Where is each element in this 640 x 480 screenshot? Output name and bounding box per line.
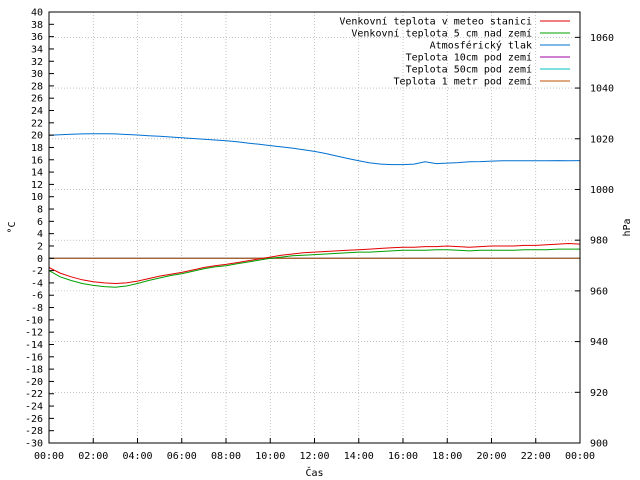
y-right-axis-label: hPa — [622, 218, 633, 236]
y-left-tick-label: 2 — [37, 241, 43, 252]
x-tick-label: 18:00 — [432, 451, 462, 462]
y-left-tick-label: 0 — [37, 254, 43, 265]
y-right-tick-label: 940 — [590, 337, 608, 348]
x-tick-label: 10:00 — [255, 451, 285, 462]
y-left-tick-label: -8 — [31, 303, 43, 314]
y-left-tick-label: -30 — [25, 439, 43, 450]
y-left-axis-label: °C — [7, 221, 18, 233]
x-tick-label: 06:00 — [167, 451, 197, 462]
x-tick-label: 20:00 — [476, 451, 506, 462]
y-left-tick-label: 26 — [31, 94, 43, 105]
legend-label: Venkovní teplota 5 cm nad zemí — [351, 28, 532, 40]
series-line — [48, 133, 581, 166]
y-right-tick-label: 980 — [590, 236, 608, 247]
x-tick-label: 08:00 — [211, 451, 241, 462]
x-tick-label: 00:00 — [565, 451, 595, 462]
legend-label: Teplota 50cm pod zemí — [406, 64, 532, 76]
y-left-tick-label: 14 — [31, 168, 43, 179]
series-lines — [48, 133, 581, 288]
y-left-tick-label: -12 — [25, 328, 43, 339]
y-left-tick-label: 34 — [31, 44, 43, 55]
legend: Venkovní teplota v meteo staniciVenkovní… — [339, 16, 570, 88]
legend-label: Venkovní teplota v meteo stanici — [339, 16, 532, 28]
x-tick-label: 02:00 — [78, 451, 108, 462]
x-axis-label: Čas — [305, 466, 323, 479]
y-left-tick-label: 16 — [31, 155, 43, 166]
y-right-tick-label: 960 — [590, 286, 608, 297]
y-left-tick-label: 30 — [31, 69, 43, 80]
legend-label: Teplota 10cm pod zemí — [406, 52, 532, 64]
y-left-tick-label: 22 — [31, 118, 43, 129]
x-tick-label: 12:00 — [299, 451, 329, 462]
y-left-tick-label: -6 — [31, 291, 43, 302]
y-left-tick-label: 12 — [31, 180, 43, 191]
y-left-tick-label: -24 — [25, 402, 43, 413]
y-left-tick-label: 40 — [31, 8, 43, 19]
y-left-tick-label: 6 — [37, 217, 43, 228]
x-tick-label: 22:00 — [521, 451, 551, 462]
series-line — [48, 242, 581, 285]
y-right-tick-label: 1020 — [590, 134, 614, 145]
y-left-tick-label: 24 — [31, 106, 43, 117]
x-tick-label: 04:00 — [122, 451, 152, 462]
legend-label: Teplota 1 metr pod zemí — [394, 76, 532, 88]
x-tick-label: 00:00 — [34, 451, 64, 462]
y-left-tick-label: 32 — [31, 57, 43, 68]
y-left-tick-label: -18 — [25, 365, 43, 376]
y-left-tick-label: 4 — [37, 229, 43, 240]
y-left-tick-label: 20 — [31, 131, 43, 142]
y-left-tick-label: -20 — [25, 377, 43, 388]
y-right-tick-label: 1060 — [590, 33, 614, 44]
y-left-tick-label: -22 — [25, 389, 43, 400]
y-left-tick-label: 38 — [31, 20, 43, 31]
x-tick-label: 14:00 — [344, 451, 374, 462]
y-left-tick-label: -16 — [25, 352, 43, 363]
y-left-tick-label: 10 — [31, 192, 43, 203]
y-left-tick-label: -14 — [25, 340, 43, 351]
y-left-tick-label: -2 — [31, 266, 43, 277]
y-left-tick-label: -28 — [25, 426, 43, 437]
y-left-tick-label: -4 — [31, 278, 43, 289]
y-right-tick-label: 920 — [590, 388, 608, 399]
y-left-tick-label: 28 — [31, 81, 43, 92]
y-left-tick-label: 8 — [37, 205, 43, 216]
y-left-tick-label: 18 — [31, 143, 43, 154]
y-left-tick-label: 36 — [31, 32, 43, 43]
x-tick-label: 16:00 — [388, 451, 418, 462]
axis-ticks: -30-28-26-24-22-20-18-16-14-12-10-8-6-4-… — [25, 8, 614, 463]
y-right-tick-label: 1040 — [590, 84, 614, 95]
legend-label: Atmosférický tlak — [430, 40, 532, 52]
y-right-tick-label: 1000 — [590, 185, 614, 196]
y-left-tick-label: -26 — [25, 414, 43, 425]
y-right-tick-label: 900 — [590, 439, 608, 450]
series-line — [48, 248, 580, 288]
y-left-tick-label: -10 — [25, 315, 43, 326]
